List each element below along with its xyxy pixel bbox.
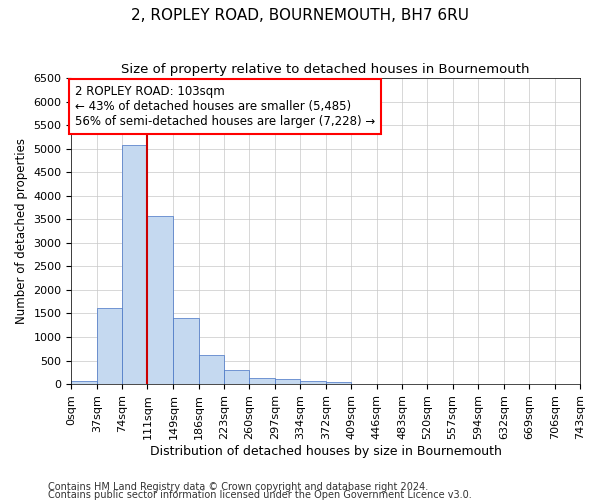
Bar (122, 145, 148, 384)
Text: Contains HM Land Registry data © Crown copyright and database right 2024.: Contains HM Land Registry data © Crown c… (48, 482, 428, 492)
Bar (275, 379, 300, 384)
Bar (148, 216, 173, 384)
Bar (224, 370, 250, 384)
Bar (326, 382, 352, 384)
Bar (300, 380, 326, 384)
Title: Size of property relative to detached houses in Bournemouth: Size of property relative to detached ho… (121, 62, 530, 76)
Text: Contains public sector information licensed under the Open Government Licence v3: Contains public sector information licen… (48, 490, 472, 500)
Bar (97, 308, 122, 384)
Text: 2, ROPLEY ROAD, BOURNEMOUTH, BH7 6RU: 2, ROPLEY ROAD, BOURNEMOUTH, BH7 6RU (131, 8, 469, 22)
X-axis label: Distribution of detached houses by size in Bournemouth: Distribution of detached houses by size … (150, 444, 502, 458)
Text: 2 ROPLEY ROAD: 103sqm
← 43% of detached houses are smaller (5,485)
56% of semi-d: 2 ROPLEY ROAD: 103sqm ← 43% of detached … (75, 85, 375, 128)
Bar (199, 354, 224, 384)
Bar (250, 378, 275, 384)
Y-axis label: Number of detached properties: Number of detached properties (15, 138, 28, 324)
Bar (173, 318, 199, 384)
Bar (71, 380, 97, 384)
